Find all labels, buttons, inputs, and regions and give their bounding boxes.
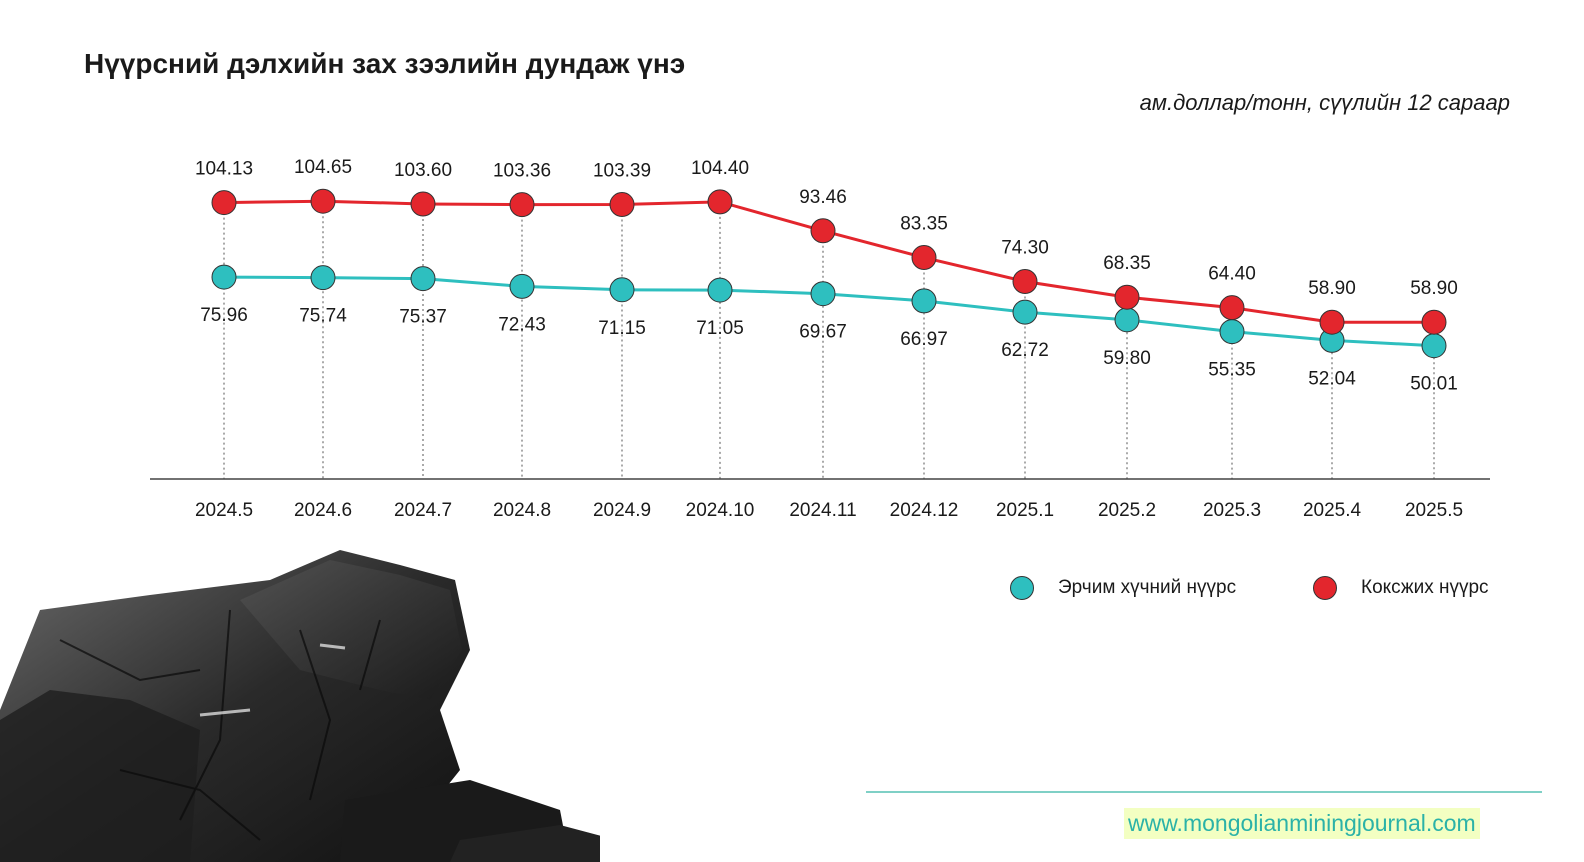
- x-axis: 2024.5 2024.6 2024.7 2024.8 2024.9 2024.10 202…: [150, 478, 1490, 521]
- thermal-data-label: 75.96: [200, 305, 248, 326]
- x-tick-label: 2025.5: [1405, 500, 1463, 521]
- coking-series-point: [1219, 295, 1245, 321]
- coking-series-point: [1319, 309, 1345, 335]
- coking-series-point: [810, 218, 836, 244]
- x-tick-label: 2025.1: [996, 500, 1054, 521]
- thermal-series-point: [609, 277, 635, 303]
- x-tick-label: 2025.2: [1098, 500, 1156, 521]
- thermal-series-point: [1012, 299, 1038, 325]
- coking-data-label: 103.39: [593, 161, 651, 182]
- x-tick-label: 2025.4: [1303, 500, 1362, 521]
- x-tick-label: 2024.12: [890, 500, 959, 521]
- coking-data-label: 103.36: [493, 161, 551, 182]
- x-tick-label: 2024.10: [686, 500, 755, 521]
- coking-data-label: 58.90: [1308, 278, 1356, 299]
- coking-data-label: 83.35: [900, 214, 948, 235]
- thermal-series-point: [810, 281, 836, 307]
- thermal-data-label: 75.74: [299, 306, 347, 327]
- legend-coking-marker-icon: [1313, 576, 1337, 600]
- thermal-data-label: 50.01: [1410, 374, 1458, 395]
- thermal-data-label: 55.35: [1208, 360, 1256, 381]
- footer-divider: [866, 791, 1542, 793]
- line-chart: 104.13 104.65 103.60 103.36 103.39 104.40 93.4…: [150, 157, 1490, 521]
- x-tick-label: 2024.5: [195, 500, 253, 521]
- legend-coking-label: Коксжих нүүрс: [1361, 577, 1489, 598]
- coking-data-label: 58.90: [1410, 278, 1458, 299]
- thermal-series-point: [310, 265, 336, 291]
- coking-series-point: [509, 192, 535, 218]
- coking-data-label: 68.35: [1103, 253, 1151, 274]
- thermal-data-label: 69.67: [799, 322, 847, 343]
- coking-data-label: 104.40: [691, 158, 749, 179]
- thermal-data-label: 66.97: [900, 329, 948, 350]
- legend-thermal-marker-icon: [1010, 576, 1034, 600]
- coking-data-label: 104.13: [195, 159, 253, 180]
- thermal-data-label: 71.15: [598, 318, 646, 339]
- x-tick-label: 2024.6: [294, 500, 352, 521]
- legend-item-coking: Коксжих нүүрс: [1313, 576, 1489, 600]
- thermal-series-point: [509, 273, 535, 299]
- coking-series-point: [211, 190, 237, 216]
- coking-data-label: 64.40: [1208, 264, 1256, 285]
- coking-series-point: [1114, 284, 1140, 310]
- coking-series-point: [707, 189, 733, 215]
- thermal-series-point: [1219, 319, 1245, 345]
- legend-item-thermal: Эрчим хүчний нүүрс: [1010, 576, 1236, 600]
- thermal-series-point: [707, 277, 733, 303]
- coking-series-point: [310, 188, 336, 214]
- x-tick-label: 2024.8: [493, 500, 551, 521]
- thermal-series-point: [211, 264, 237, 290]
- x-tick-label: 2025.3: [1203, 500, 1261, 521]
- thermal-series-point: [911, 288, 937, 314]
- thermal-data-label: 62.72: [1001, 340, 1049, 361]
- x-tick-label: 2024.7: [394, 500, 452, 521]
- x-tick-label: 2024.9: [593, 500, 651, 521]
- coking-data-label: 93.46: [799, 187, 847, 208]
- thermal-data-label: 75.37: [399, 307, 447, 328]
- coking-data-label: 103.60: [394, 160, 452, 181]
- thermal-series-point: [1114, 307, 1140, 333]
- coking-series-point: [1012, 268, 1038, 294]
- thermal-series-point: [1421, 333, 1447, 359]
- legend-thermal-label: Эрчим хүчний нүүрс: [1058, 577, 1237, 598]
- series-points: [211, 188, 1447, 359]
- coking-series-point: [609, 192, 635, 218]
- coking-series-point: [911, 245, 937, 271]
- data-labels: 104.13 104.65 103.60 103.36 103.39 104.40 93.4…: [195, 157, 1458, 395]
- coking-data-label: 74.30: [1001, 237, 1049, 258]
- coking-data-label: 104.65: [294, 157, 352, 178]
- thermal-data-label: 72.43: [498, 314, 546, 335]
- website-link[interactable]: www.mongolianminingjournal.com: [1124, 808, 1480, 839]
- thermal-data-label: 71.05: [696, 318, 744, 339]
- coal-rock-image: [0, 550, 600, 862]
- thermal-data-label: 52.04: [1308, 368, 1356, 389]
- chart-title: Нүүрсний дэлхийн зах зээлийн дундаж үнэ: [84, 48, 686, 79]
- x-tick-label: 2024.11: [789, 500, 856, 521]
- thermal-series-point: [410, 266, 436, 292]
- coking-series-point: [1421, 309, 1447, 335]
- chart-unit-subtitle: ам.доллар/тонн, сүүлийн 12 сараар: [1139, 90, 1510, 115]
- coking-series-point: [410, 191, 436, 217]
- thermal-data-label: 59.80: [1103, 348, 1151, 369]
